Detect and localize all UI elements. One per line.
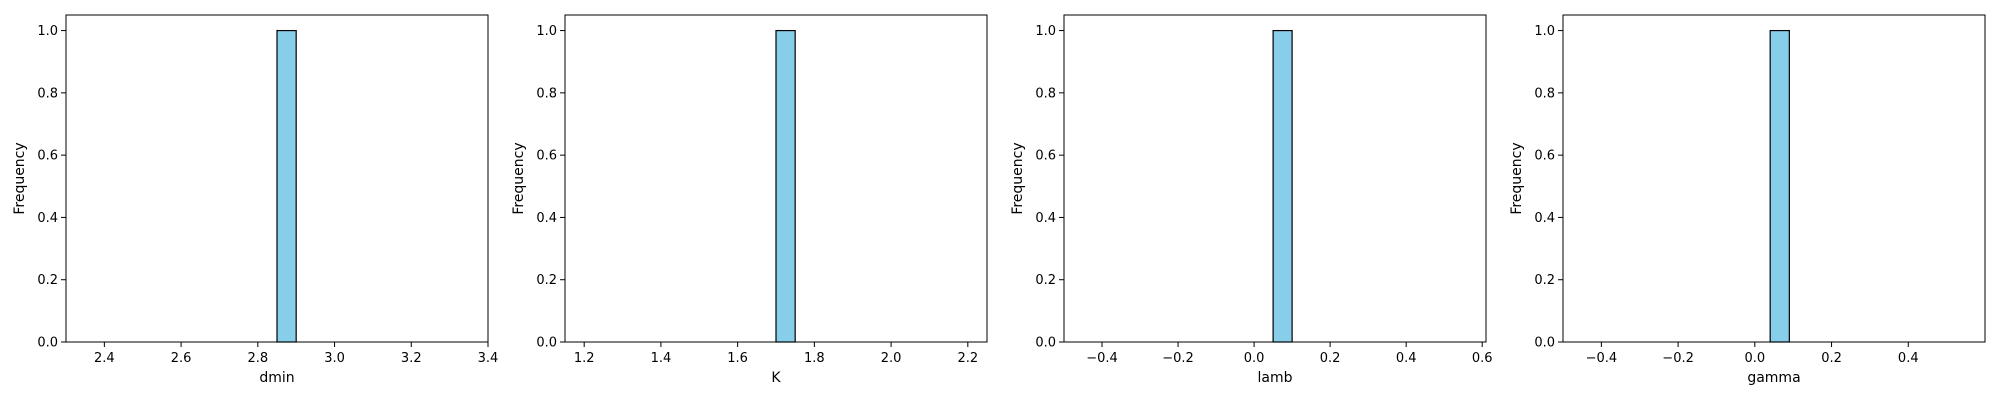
axes-frame: [1562, 14, 1986, 343]
x-tick-label: 3.0: [324, 351, 345, 366]
x-tick-label: 0.4: [1898, 351, 1919, 366]
y-tick-label: 0.8: [37, 86, 58, 101]
y-tick-label: 0.6: [536, 149, 557, 164]
x-tick-label: 0.6: [1472, 351, 1493, 366]
x-tick-label: 2.8: [247, 351, 268, 366]
x-tick-label: 1.6: [727, 351, 748, 366]
x-tick-label: 1.4: [651, 351, 672, 366]
x-tick-label: −0.4: [1586, 351, 1618, 366]
y-tick-label: 0.6: [1035, 149, 1056, 164]
y-tick-label: 0.8: [536, 86, 557, 101]
x-tick-label: 0.2: [1320, 351, 1341, 366]
histogram-bar: [1769, 29, 1790, 343]
x-tick-label: −0.4: [1086, 351, 1118, 366]
y-tick-label: 0.0: [1035, 336, 1056, 351]
y-tick-label: 1.0: [1534, 24, 1555, 39]
x-tick-label: 2.2: [957, 351, 978, 366]
y-tick-label: 0.2: [37, 273, 58, 288]
y-axis-label: Frequency: [1010, 142, 1026, 214]
x-tick-label: 1.8: [804, 351, 825, 366]
x-tick-label: 0.4: [1396, 351, 1417, 366]
x-tick-label: 2.4: [94, 351, 115, 366]
y-tick-label: 0.2: [1035, 273, 1056, 288]
y-tick-label: 0.6: [1534, 149, 1555, 164]
x-tick-label: 3.4: [478, 351, 499, 366]
axes-frame: [1063, 14, 1487, 343]
y-tick-label: 0.0: [1534, 336, 1555, 351]
y-axis-label: Frequency: [511, 142, 527, 214]
x-axis-label: lamb: [1258, 370, 1293, 386]
y-tick-label: 1.0: [37, 24, 58, 39]
y-tick-label: 0.6: [37, 149, 58, 164]
x-tick-label: −0.2: [1162, 351, 1194, 366]
y-tick-label: 0.2: [536, 273, 557, 288]
axes-frame: [65, 14, 489, 343]
y-tick-label: 1.0: [1035, 24, 1056, 39]
x-tick-label: 3.2: [401, 351, 422, 366]
y-tick-label: 0.4: [1534, 211, 1555, 226]
x-axis-label: gamma: [1747, 370, 1800, 386]
x-tick-label: 0.0: [1244, 351, 1265, 366]
histogram-panel-lamb: −0.4 −0.2 0.0 0.2 0.4 0.6 0.0 0.2 0.4 0.6 0.8 1.0 la…: [1010, 14, 1493, 386]
y-tick-label: 0.8: [1534, 86, 1555, 101]
y-tick-label: 0.0: [37, 336, 58, 351]
x-tick-label: 0.2: [1821, 351, 1842, 366]
histogram-panel-K: 1.2 1.4 1.6 1.8 2.0 2.2 0.0 0.2 0.4 0.6 0.8 1.0 K Fre…: [511, 14, 988, 386]
axes-frame: [564, 14, 988, 343]
x-tick-label: −0.2: [1662, 351, 1694, 366]
y-tick-label: 1.0: [536, 24, 557, 39]
histogram-panel-gamma: −0.4 −0.2 0.0 0.2 0.4 0.0 0.2 0.4 0.6 0.8 1.0 gamma…: [1509, 14, 1986, 386]
x-tick-label: 2.0: [881, 351, 902, 366]
histogram-bar: [276, 29, 297, 343]
x-axis-label: K: [771, 370, 781, 386]
y-axis-label: Frequency: [1509, 142, 1525, 214]
y-tick-label: 0.0: [536, 336, 557, 351]
x-tick-label: 1.2: [574, 351, 595, 366]
y-tick-label: 0.4: [1035, 211, 1056, 226]
x-axis-label: dmin: [259, 370, 294, 386]
y-axis-label: Frequency: [12, 142, 28, 214]
histogram-bar: [775, 29, 796, 343]
histogram-bar: [1272, 29, 1293, 343]
y-tick-label: 0.8: [1035, 86, 1056, 101]
x-tick-label: 2.6: [171, 351, 192, 366]
y-tick-label: 0.4: [536, 211, 557, 226]
y-tick-label: 0.2: [1534, 273, 1555, 288]
y-tick-label: 0.4: [37, 211, 58, 226]
histogram-panel-dmin: 2.4 2.6 2.8 3.0 3.2 3.4 0.0 0.2 0.4 0.6 0.8 1.0 dmin…: [12, 14, 499, 386]
x-tick-label: 0.0: [1744, 351, 1765, 366]
